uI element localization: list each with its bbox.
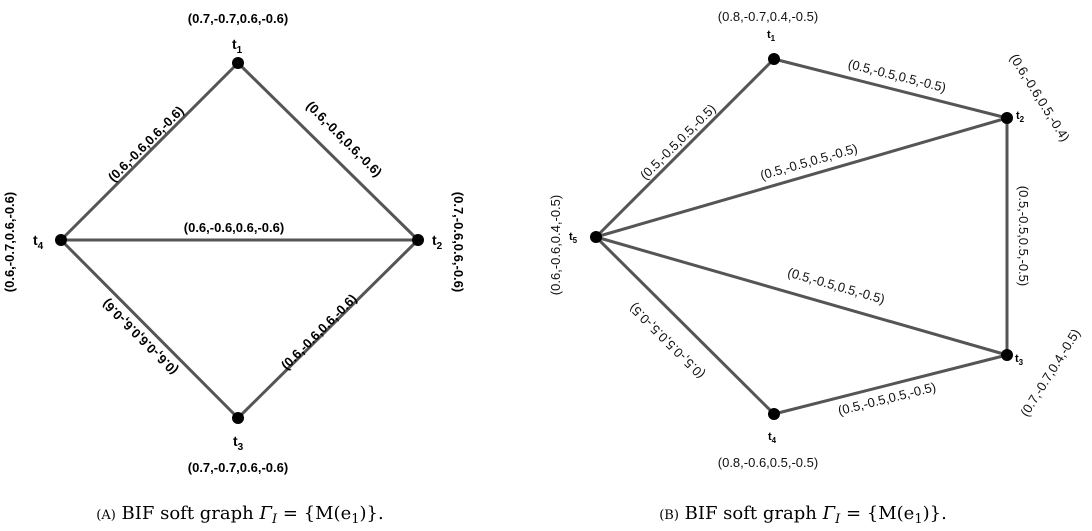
edge-b-t5-t4-value: (0.5,-0.5,0.5,-0.5) (626, 300, 708, 382)
edge-b-t5-t1 (594, 57, 776, 239)
vertex-b-t2-value: (0.6,-0.6,0.5,-0.4) (1007, 51, 1073, 144)
vertex-a-t1 (232, 57, 244, 69)
vertex-a-t4 (55, 234, 67, 246)
graph-a: t1 t2 t3 t4 (0.7,-0.7,0.6,-0.6) (0.7,-0.… (2, 11, 466, 475)
vertex-b-t3-name: t3 (1015, 353, 1024, 367)
edge-b-t5-t3 (595, 235, 1008, 357)
edge-b-t5-t1-value: (0.5,-0.5,0.5,-0.5) (637, 101, 719, 183)
vertex-b-t3 (1001, 349, 1013, 361)
edge-b-t4-t3 (773, 353, 1008, 416)
vertex-a-t2-value: (0.7,-0.6,0.6,-0.6) (451, 192, 466, 292)
vertex-b-t4 (768, 408, 780, 420)
vertex-b-t5-value: (0.6,-0.6,0.4,-0.5) (548, 195, 563, 295)
vertex-a-t3-name: t3 (233, 433, 244, 453)
graph-b: t1 t2 t3 t4 t5 (0.8,-0.7,0.4,-0.5) (0.8,… (548, 9, 1083, 470)
edge-a-t4-t3-value: (0.6,-0.6,0.6,-0.6) (99, 296, 181, 378)
vertex-b-t5-name: t5 (569, 231, 578, 245)
vertex-b-t3-value: (0.7,-0.7,0.4,-0.5) (1017, 326, 1083, 419)
caption-b: (B) BIF soft graph ΓI = {M(e1)}. (659, 503, 947, 527)
edge-a-t3-t2 (236, 238, 420, 420)
vertex-a-t1-value: (0.7,-0.7,0.6,-0.6) (188, 11, 288, 26)
edge-a-t4-t2-value: (0.6,-0.6,0.6,-0.6) (184, 220, 284, 235)
vertex-a-t4-value: (0.6,-0.7,0.6,-0.6) (2, 192, 17, 292)
vertex-a-t3-value: (0.7,-0.7,0.6,-0.6) (188, 460, 288, 475)
vertex-b-t4-value: (0.8,-0.6,0.5,-0.5) (718, 455, 818, 470)
vertex-a-t3 (232, 412, 244, 424)
vertex-a-t1-name: t1 (232, 36, 243, 56)
vertex-b-t1 (768, 53, 780, 65)
vertex-a-t2 (412, 234, 424, 246)
vertex-b-t2 (1001, 112, 1013, 124)
edge-a-t4-t1-value: (0.6,-0.6,0.6,-0.6) (105, 103, 187, 185)
vertex-b-t1-name: t1 (767, 29, 776, 43)
edge-b-t1-t2 (773, 57, 1008, 120)
vertex-b-t4-name: t4 (768, 431, 777, 445)
vertex-a-t4-name: t4 (33, 232, 44, 252)
edge-b-t5-t3-value: (0.5,-0.5,0.5,-0.5) (786, 265, 887, 307)
edge-a-t1-t2 (236, 61, 420, 242)
edge-b-t2-t3-value: (0.5,-0.5,0.5,-0.5) (1016, 186, 1031, 286)
edge-a-t4-t1 (59, 61, 240, 242)
vertex-b-t1-value: (0.8,-0.7,0.4,-0.5) (718, 9, 818, 24)
edge-a-t4-t3 (59, 238, 240, 420)
caption-a: (A) BIF soft graph ΓI = {M(e1)}. (96, 503, 383, 527)
edge-b-t5-t2 (595, 116, 1008, 239)
vertex-a-t2-name: t2 (432, 232, 443, 252)
vertex-b-t5 (590, 231, 602, 243)
edge-a-t3-t2-value: (0.6,-0.6,0.6,-0.6) (278, 291, 360, 373)
edge-b-t5-t4 (594, 235, 776, 416)
vertex-b-t2-name: t2 (1016, 110, 1025, 124)
